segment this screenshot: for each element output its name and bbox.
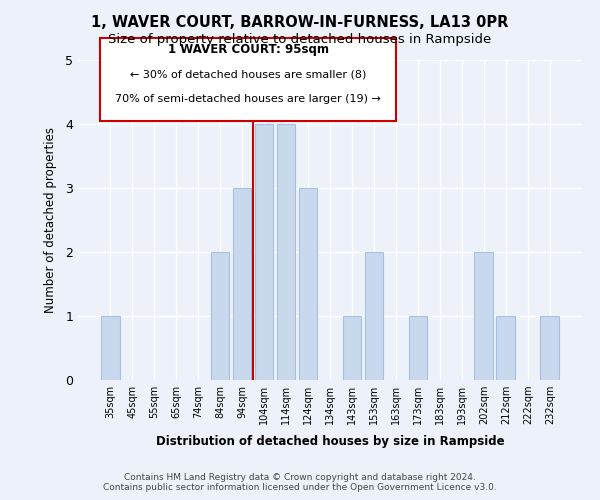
X-axis label: Distribution of detached houses by size in Rampside: Distribution of detached houses by size … [155,436,505,448]
Text: 70% of semi-detached houses are larger (19) →: 70% of semi-detached houses are larger (… [115,94,381,104]
Text: Size of property relative to detached houses in Rampside: Size of property relative to detached ho… [109,32,491,46]
Y-axis label: Number of detached properties: Number of detached properties [44,127,57,313]
Text: Contains HM Land Registry data © Crown copyright and database right 2024.
Contai: Contains HM Land Registry data © Crown c… [103,473,497,492]
Bar [541,316,559,380]
Bar [233,188,251,380]
Bar [409,316,427,380]
Bar [211,252,229,380]
Bar [496,316,515,380]
Text: 1 WAVER COURT: 95sqm: 1 WAVER COURT: 95sqm [167,42,329,56]
Text: 1, WAVER COURT, BARROW-IN-FURNESS, LA13 0PR: 1, WAVER COURT, BARROW-IN-FURNESS, LA13 … [91,15,509,30]
Bar [365,252,383,380]
Bar [255,124,274,380]
FancyBboxPatch shape [100,38,396,121]
Bar [299,188,317,380]
Text: ← 30% of detached houses are smaller (8): ← 30% of detached houses are smaller (8) [130,70,367,80]
Bar [343,316,361,380]
Bar [101,316,119,380]
Bar [475,252,493,380]
Bar [277,124,295,380]
